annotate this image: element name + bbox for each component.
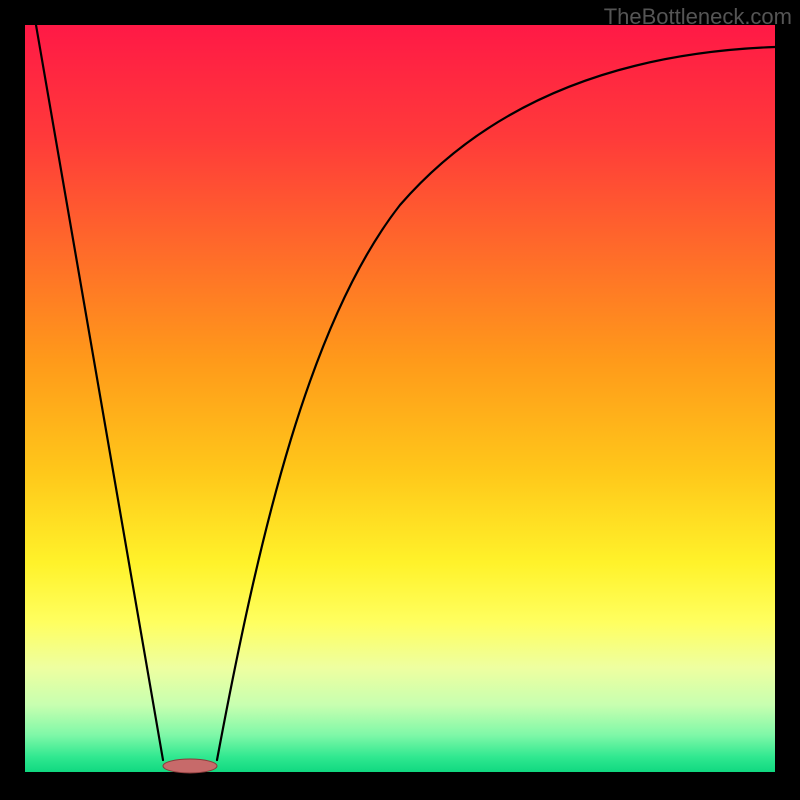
watermark-text: TheBottleneck.com — [604, 4, 792, 30]
chart-plot-area — [25, 25, 775, 772]
chart-container: TheBottleneck.com — [0, 0, 800, 800]
valley-marker — [163, 759, 217, 773]
bottleneck-chart — [0, 0, 800, 800]
